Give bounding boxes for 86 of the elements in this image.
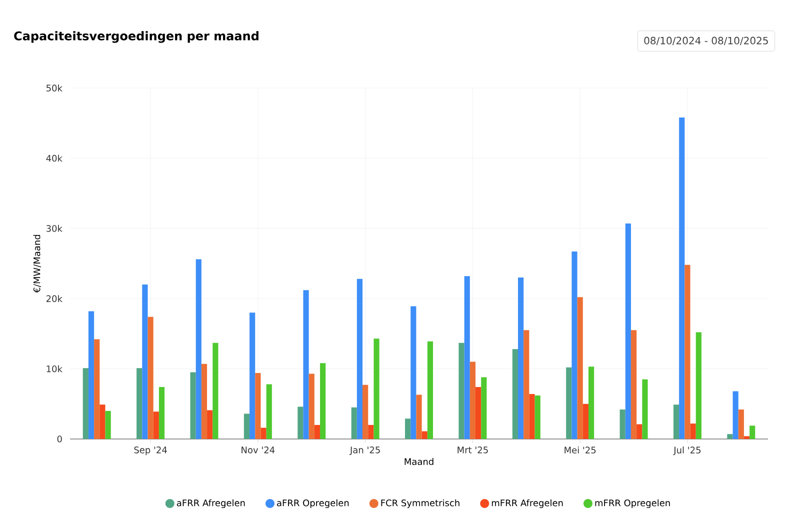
bar xyxy=(588,366,594,439)
bar xyxy=(744,436,750,439)
bar xyxy=(88,311,94,439)
y-tick-label: 10k xyxy=(46,365,62,372)
bar xyxy=(374,338,380,439)
bar xyxy=(94,339,100,439)
bar xyxy=(196,259,202,439)
bar xyxy=(212,342,218,439)
bar xyxy=(673,404,680,439)
bar xyxy=(630,330,637,439)
bar xyxy=(303,290,309,439)
bar xyxy=(368,424,374,439)
bar xyxy=(158,387,165,439)
x-axis-title: Maand xyxy=(404,458,434,465)
legend-label: mFRR Afregelen xyxy=(492,499,563,508)
legend-label: mFRR Opregelen xyxy=(595,499,670,508)
x-tick-label: Nov '24 xyxy=(242,446,275,454)
bar xyxy=(142,284,148,439)
bar xyxy=(356,278,363,439)
bar xyxy=(475,387,482,439)
bar xyxy=(308,374,314,439)
bar xyxy=(524,330,530,439)
bar xyxy=(153,412,159,439)
bar xyxy=(362,384,368,439)
x-tick-label: Sep '24 xyxy=(134,446,167,456)
bar xyxy=(636,424,642,439)
y-tick-label: 50k xyxy=(46,84,62,92)
bar xyxy=(260,428,266,439)
bar xyxy=(207,410,213,439)
legend-label: FCR Symmetrisch xyxy=(381,499,460,508)
bar xyxy=(738,410,744,439)
bar xyxy=(416,394,422,439)
bar xyxy=(320,363,326,439)
bar xyxy=(190,372,196,439)
bar xyxy=(266,384,272,439)
bar xyxy=(250,312,256,439)
y-tick-label: 30k xyxy=(46,224,62,232)
bar xyxy=(244,414,250,439)
bar xyxy=(512,349,518,439)
bar xyxy=(255,373,261,439)
bar xyxy=(136,368,142,439)
bar xyxy=(572,252,578,439)
chart-title: Capaciteitsvergoedingen per maand xyxy=(14,31,258,43)
bar xyxy=(464,276,470,439)
x-tick-label: Mrt '25 xyxy=(458,446,488,454)
bar xyxy=(732,391,738,439)
y-axis-title: €/MW/Maand xyxy=(33,234,41,293)
bar xyxy=(727,434,733,439)
bar xyxy=(679,117,685,439)
bar xyxy=(458,342,464,439)
x-tick-label: Mei '25 xyxy=(564,446,596,454)
x-tick-label: Jul '25 xyxy=(673,446,700,456)
bar xyxy=(534,395,540,439)
legend-label: aFRR Afregelen xyxy=(176,499,245,508)
bar xyxy=(750,426,756,439)
bar xyxy=(566,367,572,439)
bar xyxy=(696,332,702,439)
bar xyxy=(422,431,428,439)
bar xyxy=(481,377,487,439)
bar xyxy=(410,306,416,439)
bar xyxy=(148,316,154,439)
bar xyxy=(529,394,535,439)
bar xyxy=(298,406,304,439)
bar xyxy=(577,297,583,439)
bar xyxy=(582,404,588,439)
bar xyxy=(100,404,106,439)
bar xyxy=(314,424,320,439)
bar xyxy=(427,341,434,439)
bar xyxy=(642,379,648,439)
x-tick-label: Jan '25 xyxy=(350,446,380,456)
bar xyxy=(470,362,476,439)
bar xyxy=(201,364,208,439)
bar xyxy=(405,418,411,439)
y-tick-label: 40k xyxy=(46,154,62,162)
bar xyxy=(690,424,696,439)
legend-label: aFRR Opregelen xyxy=(277,499,349,508)
bar xyxy=(625,223,631,439)
bar xyxy=(105,410,111,439)
y-tick-label: 0 xyxy=(57,436,62,442)
bar xyxy=(620,410,626,439)
bar xyxy=(351,407,357,439)
bar xyxy=(82,368,88,439)
bar xyxy=(684,264,690,439)
bar xyxy=(518,278,524,439)
y-tick-label: 20k xyxy=(46,295,62,302)
chart-subtitle: 08/10/2024 - 08/10/2025 xyxy=(644,36,768,46)
